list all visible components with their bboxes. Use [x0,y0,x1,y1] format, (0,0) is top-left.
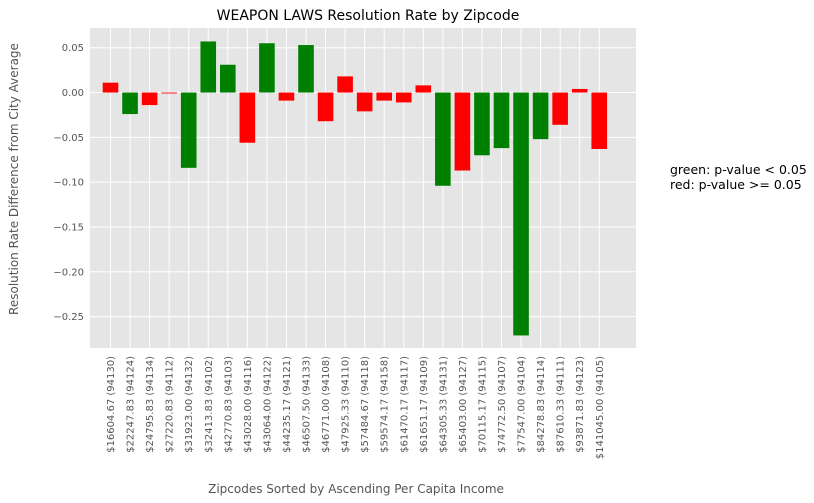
bar [474,92,490,156]
bar [220,64,236,93]
x-tick-label: $61651.17 (94109) [419,356,430,453]
y-tick-label: −0.25 [53,312,84,323]
bar [161,92,177,94]
x-tick-label: $16604.67 (94130) [106,356,117,453]
y-tick-label: −0.15 [53,222,84,233]
x-tick-label: $70115.17 (94115) [477,356,488,453]
x-tick-labels: $16604.67 (94130) $22247.83 (94124) $24795… [106,356,606,459]
bar [337,76,353,93]
bar [239,92,256,143]
y-tick-labels: 0.05 0.00 −0.05 −0.10 −0.15 −0.20 −0.25 [53,43,84,323]
legend-green: green: p-value < 0.05 [670,162,807,177]
y-tick-label: 0.00 [62,88,84,99]
plot-area [90,28,636,348]
bars [102,41,608,336]
x-tick-label: $46771.00 (94108) [321,356,332,453]
x-tick-label: $44235.17 (94121) [282,356,293,453]
x-tick-label: $43028.00 (94116) [243,356,254,453]
x-tick-label: $87610.33 (94111) [556,356,567,453]
bar [122,92,138,115]
bar [415,85,432,93]
x-tick-label: $31923.00 (94132) [184,356,195,453]
x-tick-label: $64305.33 (94131) [438,356,449,453]
x-tick-label: $61470.17 (94117) [399,356,410,453]
bar [493,92,510,149]
x-tick-label: $59574.17 (94158) [380,356,391,453]
x-tick-label: $47925.33 (94110) [341,356,352,453]
bar [435,92,451,186]
x-tick-label: $22247.83 (94124) [126,356,137,453]
x-tick-label: $93871.83 (94123) [575,356,586,453]
chart-title: WEAPON LAWS Resolution Rate by Zipcode [217,8,520,24]
y-tick-label: −0.20 [53,267,84,278]
bar [532,92,549,140]
bar [376,92,392,101]
bar [317,92,334,122]
y-tick-label: −0.10 [53,178,84,189]
bar [259,43,275,93]
bar [552,92,568,125]
x-tick-label: $57484.67 (94118) [360,356,371,453]
bar [571,88,588,93]
x-tick-label: $141045.00 (94105) [595,356,606,459]
x-tick-label: $27220.83 (94112) [165,356,176,453]
x-tick-label: $65403.00 (94127) [458,356,469,453]
y-tick-label: −0.05 [53,133,84,144]
bar [513,92,529,336]
x-tick-label: $84278.83 (94114) [536,356,547,453]
bar [102,82,119,93]
x-tick-label: $43064.00 (94122) [262,356,273,453]
bar [200,41,217,93]
bar [395,92,412,103]
bar [591,92,608,150]
bar [356,92,373,112]
x-tick-label: $42770.83 (94103) [223,356,234,453]
y-axis-label: Resolution Rate Difference from City Ave… [7,43,21,315]
bar [180,92,197,168]
y-tick-label: 0.05 [62,43,84,54]
x-tick-label: $77547.00 (94104) [517,356,528,453]
x-tick-label: $32413.83 (94102) [204,356,215,453]
x-tick-label: $74772.50 (94107) [497,356,508,453]
bar [454,92,471,171]
legend-red: red: p-value >= 0.05 [670,177,802,192]
bar [278,92,295,101]
bar [141,92,158,106]
bar [298,45,314,93]
x-axis-label: Zipcodes Sorted by Ascending Per Capita … [208,482,504,496]
x-tick-label: $46507.50 (94133) [302,356,313,453]
x-tick-label: $24795.83 (94134) [145,356,156,453]
